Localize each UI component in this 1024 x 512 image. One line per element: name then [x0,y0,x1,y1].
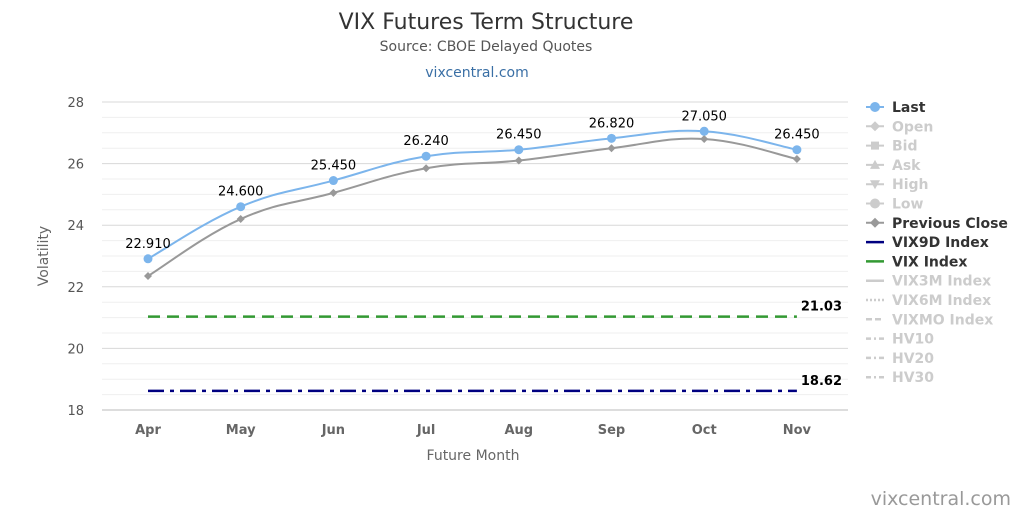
y-axis-ticks: 18 20 22 24 26 28 [67,96,84,419]
y-tick-label: 20 [67,342,84,357]
data-label: 24.600 [218,185,264,200]
data-point[interactable] [792,145,802,155]
data-point[interactable] [792,154,801,163]
legend-label: Previous Close [892,216,1008,232]
legend-item[interactable]: HV10 [866,332,934,348]
legend-item[interactable]: HV30 [866,370,934,386]
legend-label: VIXMO Index [892,312,993,328]
x-tick-label: Nov [783,423,812,438]
data-label: 26.240 [403,134,449,149]
legend-item[interactable]: High [866,177,929,193]
legend-label: Open [892,119,933,135]
legend-marker [870,159,880,169]
legend-label: VIX Index [892,254,967,270]
data-point[interactable] [329,188,338,197]
legend-item[interactable]: Previous Close [866,216,1008,232]
legend-item[interactable]: VIX6M Index [866,293,991,309]
legend-label: HV10 [892,332,934,348]
x-tick-label: Apr [135,423,161,438]
legend-item[interactable]: VIX Index [866,254,967,270]
data-point[interactable] [607,133,616,143]
credit-watermark: vixcentral.com [871,488,1011,510]
legend-label: Low [892,197,924,213]
legend-item[interactable]: VIX9D Index [866,235,989,251]
data-point[interactable] [514,145,524,155]
legend-item[interactable]: Open [866,119,933,135]
reference-line-label: 21.03 [801,300,842,315]
legend-marker [870,180,880,190]
legend-label: HV30 [892,370,934,386]
legend-marker [870,102,880,112]
x-tick-label: Jun [321,423,345,438]
data-label: 27.050 [681,109,727,124]
legend-label: VIX6M Index [892,293,991,309]
x-tick-label: Jul [416,423,436,438]
reference-line-label: 18.62 [801,374,842,389]
x-tick-label: Sep [598,423,626,438]
y-tick-label: 18 [67,404,84,419]
vixcentral-link[interactable]: vixcentral.com [425,65,528,81]
y-tick-label: 22 [67,281,84,296]
data-label: 26.450 [496,128,542,143]
y-tick-label: 28 [67,96,84,111]
legend-label: Last [892,100,926,116]
y-axis-title: Volatility [36,226,52,286]
legend-item[interactable]: Bid [866,139,918,155]
data-point[interactable] [607,144,616,153]
chart-subtitle: Source: CBOE Delayed Quotes [380,39,593,55]
legend-item[interactable]: Low [866,197,924,213]
data-point[interactable] [236,215,245,224]
legend-marker [870,121,880,132]
x-axis-title: Future Month [427,448,520,464]
legend-label: VIX9D Index [892,235,989,251]
legend-item[interactable]: HV20 [866,351,934,367]
legend-label: Ask [892,158,921,174]
grid-lines [102,101,848,411]
data-point[interactable] [514,156,523,165]
legend-item[interactable]: VIXMO Index [866,312,993,328]
legend-label: High [892,177,929,193]
legend-item[interactable]: Last [866,100,926,116]
legend-marker [871,141,879,150]
series-line [147,137,798,277]
data-label: 25.450 [311,159,357,174]
x-axis-ticks: Apr May Jun Jul Aug Sep Oct Nov [135,423,811,438]
legend-marker [870,217,880,228]
data-point[interactable] [236,202,246,212]
legend-marker [870,198,880,209]
legend: Last Open Bid Ask High Low Previous Close VIX9D… [866,100,1008,386]
x-tick-label: Aug [504,423,533,438]
legend-item[interactable]: Ask [866,158,921,174]
legend-label: Bid [892,139,918,155]
y-tick-label: 26 [67,158,84,173]
data-label: 26.450 [774,128,820,143]
series-layer: 22.910 24.600 25.450 26.240 26.450 26.820 27.0… [125,109,820,281]
data-point[interactable] [328,176,338,186]
data-point[interactable] [699,126,709,136]
data-point[interactable] [421,151,431,161]
reference-lines: 21.03 18.62 [148,300,842,393]
data-label: 22.910 [125,237,171,252]
data-point[interactable] [422,164,431,173]
data-point[interactable] [143,254,153,264]
y-tick-label: 24 [67,219,84,234]
data-point[interactable] [700,134,709,143]
x-tick-label: May [226,423,256,438]
x-tick-label: Oct [692,423,717,438]
data-label: 26.820 [589,116,635,131]
chart-title: VIX Futures Term Structure [339,10,634,35]
legend-item[interactable]: VIX3M Index [866,274,991,290]
legend-label: HV20 [892,351,934,367]
legend-label: VIX3M Index [892,274,991,290]
data-point[interactable] [144,272,152,281]
